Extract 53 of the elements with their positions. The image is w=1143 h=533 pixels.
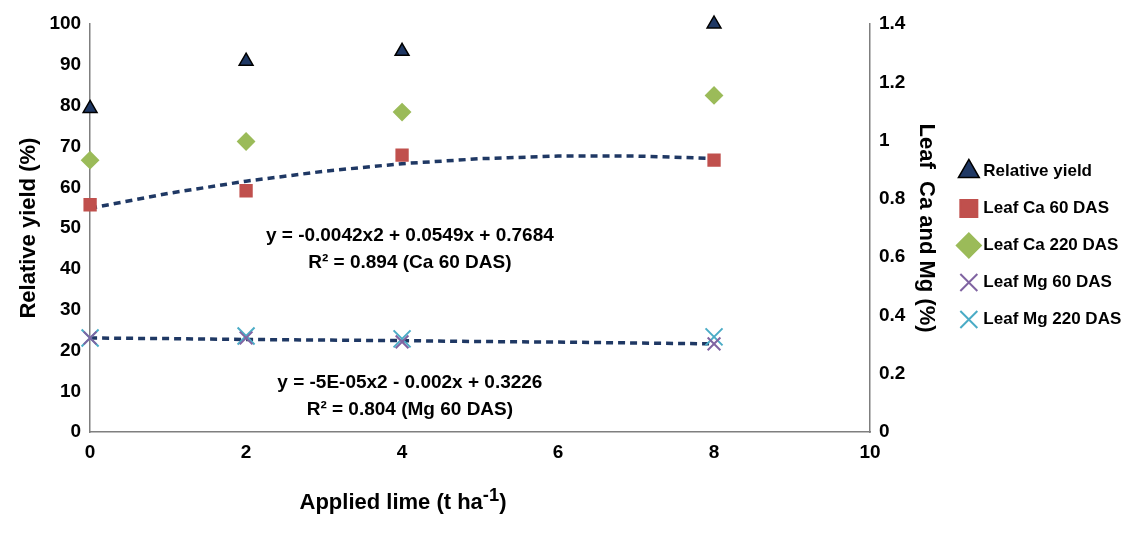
point xyxy=(706,336,722,352)
point xyxy=(81,151,100,170)
x-tick-label: 6 xyxy=(552,440,564,462)
legend-label: Leaf Mg 220 DAS xyxy=(983,309,1122,329)
y-tick-label: 30 xyxy=(59,297,82,319)
point xyxy=(392,329,412,349)
y-tick-label: 60 xyxy=(59,175,82,197)
x-tick-label: 4 xyxy=(396,440,408,462)
point xyxy=(394,334,410,350)
y-tick-label: 40 xyxy=(59,257,82,279)
y2-tick-label: 0.4 xyxy=(879,303,906,325)
y-tick-label: 0 xyxy=(70,420,82,442)
x-axis-title: Applied lime (t ha$^{-1}$) xyxy=(298,483,508,515)
annotation: y = -0.0042x2 + 0.0549x + 0.7684 xyxy=(265,224,555,246)
y-tick-label: 20 xyxy=(59,338,82,360)
point xyxy=(704,327,724,347)
y2-tick-label: 0.2 xyxy=(879,362,906,384)
annotation: R² = 0.894 (Ca 60 DAS) xyxy=(308,251,512,273)
y2-tick-label: 1.4 xyxy=(879,12,906,34)
point xyxy=(237,132,256,151)
y2-axis-title: Leaf Ca and Mg (%) xyxy=(914,123,940,333)
legend-label: Leaf Mg 60 DAS xyxy=(983,272,1112,292)
x-tick-label: 0 xyxy=(84,440,96,462)
x-tick-label: 2 xyxy=(240,440,252,462)
y2-tick-label: 0.8 xyxy=(879,187,906,209)
point xyxy=(394,42,410,57)
y-tick-label: 90 xyxy=(59,53,82,75)
y-tick-label: 100 xyxy=(49,12,82,34)
point xyxy=(239,184,253,198)
annotation: y = -5E-05x2 - 0.002x + 0.3226 xyxy=(277,371,543,393)
y-tick-label: 80 xyxy=(59,93,82,115)
y-tick-label: 70 xyxy=(59,134,82,156)
x-tick-label: 10 xyxy=(859,440,881,462)
y-axis-title: Relative yield (%) xyxy=(15,137,41,319)
point xyxy=(707,153,721,167)
point xyxy=(82,99,98,114)
point xyxy=(395,148,409,162)
point xyxy=(393,103,412,122)
y2-tick-label: 1 xyxy=(879,128,891,150)
point xyxy=(83,198,97,212)
y-tick-label: 10 xyxy=(59,379,82,401)
legend-label: Leaf Ca 220 DAS xyxy=(983,235,1119,255)
x-tick-label: 8 xyxy=(708,440,720,462)
y2-tick-label: 0 xyxy=(879,420,890,442)
y2-tick-label: 0.6 xyxy=(879,245,906,267)
point xyxy=(705,86,724,105)
point xyxy=(238,52,254,66)
legend-label: Relative yield xyxy=(983,161,1093,181)
y-tick-label: 50 xyxy=(59,216,82,238)
legend-label: Leaf Ca 60 DAS xyxy=(983,198,1110,218)
annotation: R² = 0.804 (Mg 60 DAS) xyxy=(306,397,514,419)
y2-tick-label: 1.2 xyxy=(879,70,906,92)
point xyxy=(706,15,722,29)
